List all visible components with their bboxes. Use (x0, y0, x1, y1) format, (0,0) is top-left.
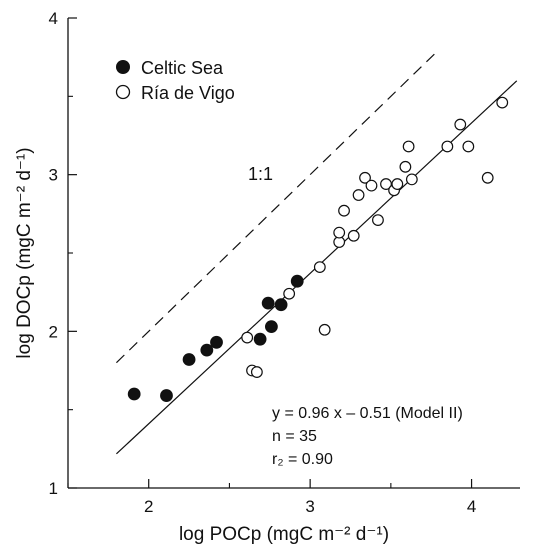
point-celtic-sea-4 (210, 335, 223, 349)
x-tick-label-2: 2 (144, 497, 153, 516)
point-ria-de-vigo-3 (283, 287, 296, 300)
point-ria-de-vigo-14 (380, 178, 392, 190)
y-tick-label-2: 2 (49, 322, 58, 341)
point-ria-de-vigo-8 (338, 204, 350, 217)
point-ria-de-vigo-18 (402, 140, 415, 153)
point-ria-de-vigo-19 (405, 173, 418, 186)
point-ria-de-vigo-20 (441, 140, 454, 153)
point-ria-de-vigo-21 (454, 118, 467, 131)
point-ria-de-vigo-23 (481, 171, 494, 184)
point-celtic-sea-0 (127, 387, 141, 401)
y-tick-label-4: 4 (49, 9, 58, 28)
point-ria-de-vigo-12 (365, 179, 378, 192)
regression-equation: y = 0.96 x – 0.51 (Model II) (272, 405, 463, 422)
legend-marker-celtic-sea (116, 60, 130, 74)
point-celtic-sea-3 (200, 343, 214, 357)
legend-label-celtic-sea: Celtic Sea (141, 58, 224, 78)
point-celtic-sea-5 (253, 332, 267, 346)
point-ria-de-vigo-2 (250, 366, 263, 378)
point-celtic-sea-2 (182, 353, 196, 366)
y-axis-label: log DOCp (mgC m⁻² d⁻¹) (14, 147, 35, 358)
point-celtic-sea-7 (265, 320, 278, 334)
point-ria-de-vigo-16 (391, 178, 404, 190)
one-to-one-line (116, 53, 435, 364)
y-tick-label-3: 3 (49, 166, 58, 185)
point-ria-de-vigo-10 (352, 189, 365, 201)
legend: Celtic Sea Ría de Vigo (115, 58, 235, 103)
point-ria-de-vigo-7 (333, 226, 346, 239)
point-ria-de-vigo-0 (241, 331, 254, 344)
legend-marker-ria-de-vigo (115, 84, 131, 100)
point-celtic-sea-8 (274, 298, 288, 312)
regression-lines (116, 53, 518, 455)
point-celtic-sea-6 (261, 296, 275, 310)
point-ria-de-vigo-4 (313, 261, 326, 274)
x-tick-label-3: 3 (305, 497, 314, 516)
sample-size: n = 35 (272, 428, 317, 445)
point-ria-de-vigo-17 (399, 160, 412, 173)
regression-stats: y = 0.96 x – 0.51 (Model II) n = 35 r₂ =… (272, 405, 463, 468)
one-to-one-label: 1:1 (248, 164, 273, 184)
point-ria-de-vigo-11 (359, 171, 371, 184)
point-celtic-sea-9 (290, 274, 304, 288)
ticks: 2 3 4 1 2 3 4 (49, 9, 477, 516)
point-ria-de-vigo-5 (318, 323, 331, 336)
point-ria-de-vigo-9 (347, 229, 360, 242)
point-ria-de-vigo-22 (462, 140, 475, 153)
y-tick-label-1: 1 (49, 479, 58, 498)
point-celtic-sea-1 (160, 389, 173, 402)
point-ria-de-vigo-13 (372, 214, 384, 227)
data-points (127, 96, 509, 402)
point-ria-de-vigo-24 (496, 96, 509, 109)
x-axis-label: log POCp (mgC m⁻² d⁻¹) (179, 524, 389, 545)
x-tick-label-4: 4 (467, 497, 476, 516)
r-squared: r₂ = 0.90 (272, 451, 333, 468)
legend-label-ria-de-vigo: Ría de Vigo (141, 83, 235, 103)
